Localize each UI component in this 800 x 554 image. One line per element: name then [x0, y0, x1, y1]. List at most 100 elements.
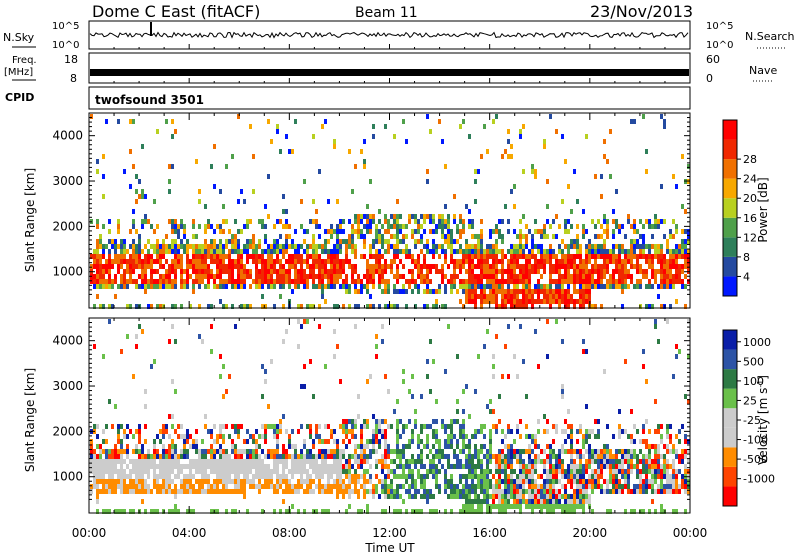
rti-cell: [108, 464, 111, 469]
rti-cell: [174, 284, 177, 289]
rti-cell: [264, 424, 267, 429]
rti-cell: [597, 419, 600, 424]
rti-cell: [426, 474, 429, 479]
rti-cell: [681, 284, 684, 289]
rti-cell: [180, 244, 183, 249]
rti-cell: [186, 239, 189, 244]
rti-cell: [210, 464, 213, 469]
rti-cell: [651, 269, 654, 274]
rti-cell: [282, 304, 285, 309]
rti-cell: [216, 434, 219, 439]
rti-cell: [420, 439, 423, 444]
rti-cell: [279, 249, 282, 254]
rti-cell: [501, 494, 504, 499]
rti-cell: [390, 214, 393, 219]
rti-cell: [585, 274, 588, 279]
nsky-trace: [89, 31, 689, 39]
rti-cell: [240, 484, 243, 489]
rti-cell: [564, 224, 567, 229]
rti-cell: [687, 254, 690, 259]
rti-cell: [498, 509, 501, 514]
rti-cell: [630, 409, 633, 414]
rti-cell: [435, 289, 438, 294]
rti-cell: [600, 279, 603, 284]
rti-cell: [273, 434, 276, 439]
rti-cell: [510, 464, 513, 469]
rti-cell: [207, 429, 210, 434]
rti-cell: [654, 274, 657, 279]
rti-cell: [651, 259, 654, 264]
rti-cell: [477, 474, 480, 479]
rti-cell: [438, 244, 441, 249]
rti-cell: [174, 494, 177, 499]
rti-cell: [267, 449, 270, 454]
rti-cell: [333, 264, 336, 269]
rti-cell: [276, 439, 279, 444]
rti-cell: [558, 454, 561, 459]
rti-cell: [429, 459, 432, 464]
rti-cell: [426, 169, 429, 174]
rti-cell: [633, 119, 636, 124]
rti-cell: [573, 289, 576, 294]
rti-cell: [249, 479, 252, 484]
rti-cell: [120, 284, 123, 289]
rti-cell: [615, 189, 618, 194]
rti-cell: [327, 269, 330, 274]
colorbar-tick-label: 4: [743, 270, 750, 283]
rti-cell: [90, 469, 93, 474]
rti-cell: [516, 459, 519, 464]
rti-cell: [126, 449, 129, 454]
rti-cell: [330, 449, 333, 454]
rti-cell: [408, 219, 411, 224]
rti-cell: [381, 339, 384, 344]
rti-cell: [135, 444, 138, 449]
rti-cell: [375, 424, 378, 429]
rti-cell: [471, 234, 474, 239]
rti-cell: [174, 244, 177, 249]
rti-cell: [252, 234, 255, 239]
rti-cell: [93, 274, 96, 279]
rti-cell: [312, 264, 315, 269]
rti-cell: [216, 469, 219, 474]
rti-cell: [453, 464, 456, 469]
rti-cell: [348, 289, 351, 294]
rti-cell: [243, 459, 246, 464]
rti-cell: [366, 419, 369, 424]
rti-cell: [513, 184, 516, 189]
rti-cell: [417, 254, 420, 259]
rti-cell: [396, 439, 399, 444]
rti-cell: [507, 464, 510, 469]
rti-cell: [126, 249, 129, 254]
rti-cell: [459, 284, 462, 289]
rti-cell: [309, 449, 312, 454]
rti-cell: [345, 249, 348, 254]
rti-cell: [303, 284, 306, 289]
rti-cell: [168, 244, 171, 249]
rti-cell: [387, 224, 390, 229]
rti-cell: [102, 474, 105, 479]
rti-cell: [486, 284, 489, 289]
rti-cell: [183, 279, 186, 284]
rti-cell: [156, 279, 159, 284]
rti-cell: [117, 259, 120, 264]
rti-cell: [321, 244, 324, 249]
rti-cell: [396, 509, 399, 514]
rti-cell: [363, 234, 366, 239]
rti-cell: [477, 459, 480, 464]
rti-cell: [414, 284, 417, 289]
rti-cell: [276, 269, 279, 274]
rti-cell: [402, 454, 405, 459]
rti-cell: [372, 254, 375, 259]
rti-cell: [414, 509, 417, 514]
rti-cell: [474, 249, 477, 254]
rti-cell: [318, 244, 321, 249]
rti-cell: [639, 264, 642, 269]
rti-cell: [558, 259, 561, 264]
rti-cell: [531, 304, 534, 309]
rti-cell: [423, 214, 426, 219]
rti-cell: [315, 469, 318, 474]
rti-cell: [399, 229, 402, 234]
rti-cell: [276, 424, 279, 429]
rti-cell: [462, 444, 465, 449]
rti-cell: [654, 449, 657, 454]
